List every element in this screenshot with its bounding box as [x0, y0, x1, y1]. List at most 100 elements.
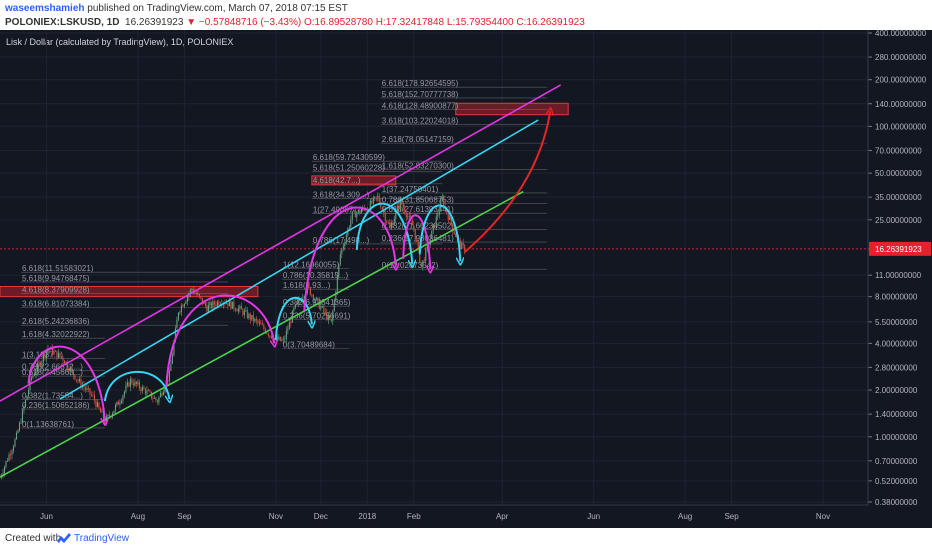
candle-body: [276, 336, 278, 340]
candle-body: [27, 390, 30, 396]
candle-body: [186, 296, 188, 302]
candle-body: [60, 356, 62, 358]
candle-body: [126, 382, 128, 386]
fib-level-label: 0(3.70489684): [283, 341, 335, 350]
fib-level-label: 3.618(34.309...): [313, 191, 370, 200]
y-tick-label: 1.40000000: [875, 410, 918, 419]
fib-level-label: 0.786(17.498...): [313, 236, 370, 245]
candle-body: [372, 197, 374, 204]
candle-body: [164, 388, 166, 393]
y-tick-label: 400.00000000: [875, 30, 927, 38]
cycle-arc-cyan: [274, 297, 312, 341]
candle-body: [230, 301, 232, 309]
candle-body: [405, 213, 407, 218]
candle-body: [308, 283, 310, 288]
candle-body: [228, 301, 230, 307]
fib-level-label: 3.618(6.81073384): [22, 300, 90, 309]
candle-body: [80, 379, 82, 388]
created-with-text: Created with: [5, 533, 62, 544]
tradingview-brand[interactable]: TradingView: [74, 533, 130, 544]
candle-body: [285, 330, 287, 339]
candle-body: [72, 369, 74, 376]
candle-body: [249, 313, 251, 320]
candle-body: [338, 264, 340, 276]
candle-body: [192, 288, 194, 293]
candle-body: [246, 310, 248, 318]
candle-body: [329, 315, 331, 320]
candle-body: [441, 197, 443, 201]
publication-line: waseemshamieh published on TradingView.c…: [5, 3, 348, 14]
x-tick-label: Feb: [407, 512, 421, 521]
x-tick-label: Aug: [131, 512, 145, 521]
candle-body: [266, 332, 268, 334]
candle-body: [59, 352, 61, 357]
tradingview-logo-icon[interactable]: [56, 531, 72, 545]
candle-body: [9, 454, 12, 456]
candle-body: [117, 401, 119, 405]
candle-body: [293, 308, 295, 312]
cycle-arc-magenta: [165, 294, 274, 387]
candle-body: [116, 401, 118, 406]
candle-body: [191, 288, 193, 290]
y-tick-label: 200.00000000: [875, 76, 927, 85]
candle-body: [425, 248, 427, 261]
author-link[interactable]: waseemshamieh: [5, 3, 85, 14]
candle-body: [203, 302, 205, 304]
candle-body: [204, 302, 206, 306]
fib-level-label: 0.236(17.98036481): [382, 234, 454, 243]
candle-body: [380, 202, 382, 209]
candle-body: [57, 352, 59, 358]
candle-body: [411, 219, 413, 226]
candle-body: [401, 198, 403, 205]
candle-body: [449, 216, 451, 220]
candle-body: [123, 391, 125, 396]
candle-body: [333, 299, 335, 312]
fib-level-label: 2.618(5.24236836): [22, 317, 90, 326]
candle-body: [69, 367, 71, 372]
candle-body: [270, 335, 272, 339]
candle-body: [213, 301, 215, 305]
candle-body: [344, 242, 346, 247]
fib-level-label: 4.618(128.48900877): [382, 102, 459, 111]
fib-level-label: 5.618(152.70777738): [382, 90, 459, 99]
candle-body: [63, 360, 65, 364]
candle-body: [348, 227, 350, 229]
fib-level-label: 6.618(11.51583021): [22, 264, 94, 273]
candle-body: [237, 308, 239, 312]
y-tick-label: 2.80000000: [875, 363, 918, 372]
candle-body: [68, 368, 70, 372]
symbol-line: POLONIEX:LSKUSD, 1D 16.26391923 ▼ −0.578…: [5, 17, 585, 28]
candle-body: [84, 387, 86, 390]
candle-body: [258, 322, 260, 324]
candle-body: [38, 362, 40, 364]
candle-body: [252, 314, 254, 322]
candle-body: [180, 305, 182, 312]
candle-body: [381, 208, 383, 211]
chart-svg[interactable]: Lisk / Dollar (calculated by TradingView…: [0, 29, 932, 528]
candle-body: [122, 395, 124, 401]
candle-body: [417, 241, 419, 248]
candle-body: [426, 244, 428, 249]
candle-body: [225, 303, 227, 305]
candle-body: [161, 393, 163, 396]
candle-body: [18, 422, 21, 431]
candle-body: [12, 446, 15, 451]
candle-body: [14, 439, 16, 447]
candle-body: [461, 242, 463, 250]
candle-body: [398, 205, 400, 209]
candle-body: [447, 212, 449, 220]
candle-body: [210, 302, 212, 308]
cycle-arc-cyan: [418, 204, 460, 261]
fib-level-label: 0.786(2.66812...): [22, 363, 83, 372]
candle-body: [8, 454, 10, 461]
y-tick-label: 140.00000000: [875, 100, 927, 109]
candle-body: [33, 374, 36, 376]
candle-body: [23, 406, 25, 411]
chart-title: Lisk / Dollar (calculated by TradingView…: [6, 37, 233, 47]
candle-body: [29, 380, 31, 391]
price-chart[interactable]: Lisk / Dollar (calculated by TradingView…: [0, 29, 932, 528]
candle-body: [198, 294, 200, 297]
fib-level-label: 0.382(6.93841365): [283, 298, 351, 307]
candle-body: [302, 297, 304, 301]
candle-body: [389, 223, 391, 228]
